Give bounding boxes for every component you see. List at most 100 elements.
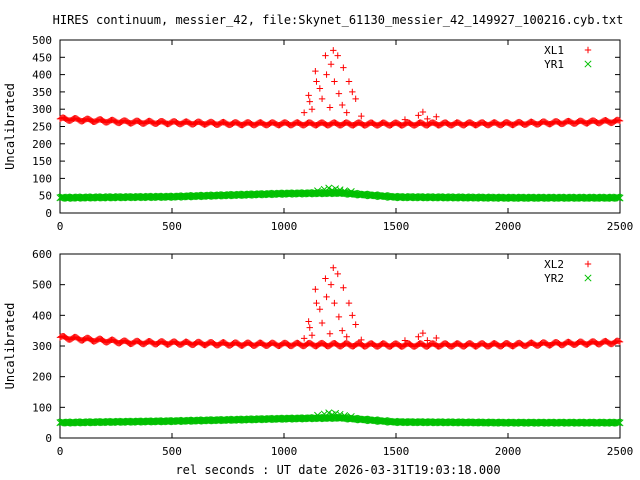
x-tick-label-top: 2500: [607, 220, 634, 233]
x-tick-label-top: 1000: [271, 220, 298, 233]
spike-point-xl1: [331, 78, 338, 85]
x-tick-label-top: 0: [57, 220, 64, 233]
spike-point-xl1: [339, 101, 346, 109]
spike-point-yr1: [331, 185, 340, 193]
spike-point-xl2: [306, 324, 313, 331]
y-tick-label-bottom: 100: [32, 401, 52, 414]
spike-point-xl2: [339, 327, 346, 334]
spike-point-xl1: [300, 109, 308, 116]
point-yr1: [614, 193, 622, 201]
spike-point-xl1: [415, 112, 422, 119]
spike-point-yr2: [314, 411, 322, 419]
spike-point-yr2: [325, 409, 333, 417]
spike-point-xl1: [424, 115, 431, 123]
point-xl1: [616, 117, 624, 125]
x-tick-label-bottom: 2500: [607, 445, 634, 458]
legend-marker-xl2: [584, 260, 592, 268]
x-tick-label-bottom: 0: [57, 445, 64, 458]
y-tick-label-bottom: 500: [32, 279, 52, 292]
spike-point-xl1: [419, 108, 427, 116]
spike-point-xl1: [345, 78, 353, 85]
spike-point-xl1: [349, 88, 356, 96]
spike-point-xl1: [313, 78, 320, 85]
spike-point-xl2: [424, 337, 431, 344]
point-xl2: [616, 338, 624, 346]
x-tick-label-bottom: 1000: [271, 445, 298, 458]
spike-point-xl1: [327, 61, 335, 68]
y-tick-label-bottom: 200: [32, 371, 52, 384]
spike-point-yr1: [314, 187, 322, 195]
spike-point-xl1: [326, 104, 334, 111]
spike-point-xl1: [352, 95, 359, 103]
spike-point-xl2: [352, 321, 359, 328]
chart-title: HIRES continuum, messier_42, file:Skynet…: [53, 13, 624, 27]
point-yr1: [616, 194, 624, 202]
y-tick-label-bottom: 600: [32, 248, 52, 261]
spike-point-yr1: [320, 185, 328, 194]
spike-point-yr2: [347, 412, 355, 421]
point-xl1: [615, 117, 623, 124]
x-axis-label: rel seconds : UT date 2026-03-31T19:03:1…: [175, 463, 500, 477]
spike-point-xl2: [305, 318, 312, 325]
spike-point-xl2: [322, 275, 329, 282]
legend-label-yr2: YR2: [544, 272, 564, 285]
spike-point-xl2: [316, 306, 324, 313]
spike-point-xl2: [323, 293, 330, 301]
spike-point-xl1: [335, 90, 343, 97]
spike-point-yr2: [336, 410, 344, 418]
spike-point-xl2: [334, 270, 341, 278]
spike-point-xl2: [327, 281, 335, 288]
y-tick-label-top: 300: [32, 103, 52, 116]
spike-point-xl2: [335, 313, 343, 321]
spike-point-xl1: [312, 67, 319, 75]
point-yr2: [614, 418, 622, 426]
legend-marker-yr1: [584, 60, 592, 68]
y-tick-label-top: 50: [39, 190, 52, 203]
y-tick-label-top: 250: [32, 121, 52, 134]
spike-point-xl1: [358, 112, 365, 120]
spike-point-xl2: [308, 332, 316, 339]
y-tick-label-top: 0: [45, 207, 52, 220]
spike-point-xl1: [322, 52, 329, 59]
spike-point-xl2: [312, 286, 319, 293]
point-xl2: [615, 337, 623, 345]
spike-point-xl2: [340, 284, 347, 291]
y-tick-label-top: 400: [32, 69, 52, 82]
spike-point-xl2: [401, 337, 409, 344]
spike-point-yr1: [325, 184, 333, 192]
y-tick-label-top: 200: [32, 138, 52, 151]
spike-point-yr1: [336, 186, 344, 194]
x-tick-label-top: 500: [162, 220, 182, 233]
spike-point-yr2: [320, 410, 328, 418]
legend-label-yr1: YR1: [544, 58, 564, 71]
spike-point-xl1: [323, 71, 330, 78]
spike-point-xl1: [433, 113, 440, 121]
spike-point-yr1: [340, 187, 349, 195]
spike-point-xl2: [349, 312, 356, 319]
spike-point-xl2: [345, 299, 353, 307]
point-yr2: [616, 419, 624, 427]
spike-point-xl1: [316, 85, 324, 92]
spike-point-xl1: [334, 52, 341, 59]
y-tick-label-top: 150: [32, 155, 52, 168]
spike-point-xl1: [305, 92, 312, 99]
spike-point-xl2: [318, 319, 326, 327]
spike-point-xl2: [300, 335, 308, 342]
legend-marker-yr2: [584, 274, 592, 282]
y-tick-label-bottom: 300: [32, 340, 52, 353]
spike-point-yr2: [340, 412, 349, 420]
y-tick-label-top: 100: [32, 172, 52, 185]
legend-marker-xl1: [584, 46, 592, 54]
y-axis-label-bottom: Uncalibrated: [3, 303, 17, 390]
y-tick-label-top: 450: [32, 51, 52, 64]
spike-point-xl1: [401, 116, 409, 123]
spike-point-xl2: [358, 336, 365, 344]
x-tick-label-bottom: 1500: [383, 445, 410, 458]
y-tick-label-top: 350: [32, 86, 52, 99]
legend-label-xl1: XL1: [544, 44, 564, 57]
y-tick-label-bottom: 0: [45, 432, 52, 445]
spike-point-xl1: [343, 109, 350, 116]
spike-point-xl2: [343, 333, 350, 340]
y-axis-label-top: Uncalibrated: [3, 83, 17, 170]
